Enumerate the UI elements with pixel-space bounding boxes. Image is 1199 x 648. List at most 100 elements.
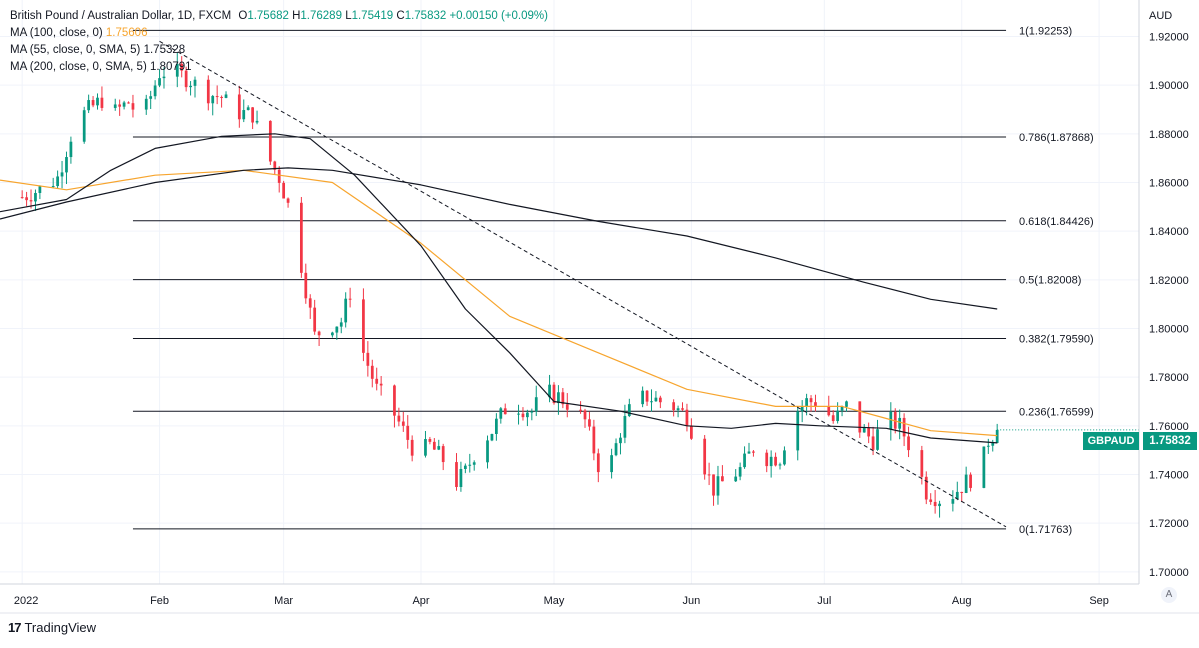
candle-body [237,94,241,120]
y-tick-label: 1.84000 [1149,226,1189,238]
candle-body [588,419,591,427]
candle-body [778,464,782,466]
fib-level-label: 0.5(1.82008) [1019,275,1081,287]
candle-body [286,198,290,203]
candle-body [224,94,228,98]
high-value: 1.76289 [300,10,342,22]
ma100-label: MA (100, close, 0) [10,27,103,39]
candle-body [681,408,684,410]
candle-body [410,439,414,456]
candle-body [366,352,370,366]
fib-level-label: 0.786(1.87868) [1019,132,1094,144]
y-tick-label: 1.88000 [1149,129,1189,141]
candle-body [583,410,587,420]
last-price-tag: 1.75832 [1143,432,1197,450]
candle-body [734,476,738,482]
x-tick-label: Mar [274,595,293,607]
y-tick-label: 1.90000 [1149,80,1189,92]
candle-body [82,110,86,142]
ma200-line [0,167,998,310]
candle-body [627,404,631,417]
x-tick-label: Feb [150,595,169,607]
y-tick-label: 1.74000 [1149,470,1189,482]
candle-body [898,417,902,429]
ma55-value: 1.75328 [143,44,186,56]
tradingview-branding[interactable]: 17 TradingView [8,620,96,635]
candle-body [149,96,153,99]
candle-body [548,384,551,398]
candle-body [641,390,645,405]
candle-body [379,383,383,386]
x-tick-label: Sep [1089,595,1109,607]
candle-body [845,401,848,407]
chart-legend: British Pound / Australian Dollar, 1D, F… [10,8,548,76]
candle-body [468,464,472,466]
candle-body [521,413,525,418]
auto-scale-button[interactable]: A [1161,587,1177,603]
candle-body [144,98,148,110]
candle-body [690,425,693,439]
candle-body [255,120,259,123]
candle-body [424,438,427,456]
candle-body [929,499,933,502]
candle-body [526,412,529,418]
candle-body [56,176,59,187]
fibonacci-retracement: 1(1.92253) 0.786(1.87868) 0.618(1.84426) 0.… [132,25,1094,536]
candle-body [162,76,166,79]
candle-body [658,397,662,403]
candle-body [765,452,769,467]
candle-body [428,438,432,442]
candle-body [619,437,622,444]
candle-body [362,299,365,353]
candle-body [277,169,281,183]
x-tick-label: Aug [952,595,972,607]
candle-body [557,392,560,404]
candle-body [991,442,995,446]
candle-body [122,102,126,107]
candle-body [703,438,707,475]
candle-body [955,491,959,500]
candle-body [592,426,596,454]
candle-body [499,408,503,419]
legend-ma100-row[interactable]: MA (100, close, 0) 1.75606 [10,25,548,42]
candle-body [862,427,866,433]
candle-body [459,468,463,488]
candles [20,52,999,518]
candle-body [552,384,556,404]
candle-body [317,331,321,336]
fib-level-label: 0.618(1.84426) [1019,216,1094,228]
candle-body [331,332,334,336]
candle-body [313,307,317,332]
candle-body [304,272,308,299]
candle-body [716,476,720,496]
x-tick-label: Jun [683,595,701,607]
candle-body [193,79,197,86]
candle-body [206,79,210,104]
candle-body [769,456,773,467]
candle-body [836,410,840,422]
candle-body [38,186,42,193]
high-label: H [292,10,301,22]
legend-ma55-row[interactable]: MA (55, close, 0, SMA, 5) 1.75328 [10,42,548,59]
x-tick-label: 2022 [14,595,38,607]
candle-body [463,465,467,469]
candle-body [118,104,122,107]
candle-body [490,433,494,441]
x-tick-label: Apr [412,595,429,607]
descending-trendline [159,40,1007,528]
close-value: 1.75832 [404,10,447,22]
candle-body [69,141,73,158]
candle-body [180,63,184,71]
trendline [159,40,1139,528]
candle-body [246,107,250,111]
legend-ma200-row[interactable]: MA (200, close, 0, SMA, 5) 1.80791 [10,59,548,76]
candle-body [215,96,219,98]
candle-body [858,401,862,433]
candle-body [60,172,64,177]
candle-body [960,491,964,493]
moving-averages [0,133,998,444]
candle-body [370,365,374,379]
candle-body [610,455,613,473]
